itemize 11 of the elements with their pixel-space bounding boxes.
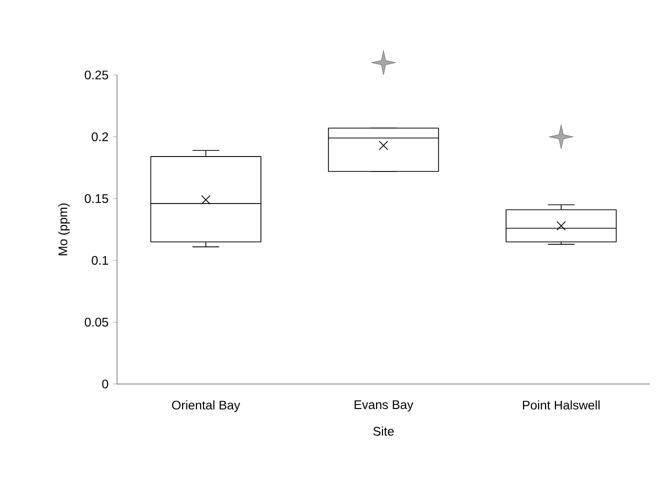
- y-tick-label: 0.15: [84, 194, 108, 204]
- x-tick-label: Point Halswell: [522, 400, 600, 410]
- y-tick-label: 0.1: [92, 256, 108, 265]
- y-tick-label: 0.25: [84, 70, 108, 80]
- x-tick-label: Oriental Bay: [172, 400, 240, 412]
- y-tick-label: 0.2: [92, 132, 108, 142]
- x-axis-title: Site: [373, 426, 394, 436]
- y-tick-label: 0.05: [84, 318, 108, 327]
- y-tick-label: 0: [102, 380, 108, 388]
- y-axis-title: Mo (ppm): [58, 204, 70, 256]
- x-tick-label: Evans Bay: [354, 400, 414, 412]
